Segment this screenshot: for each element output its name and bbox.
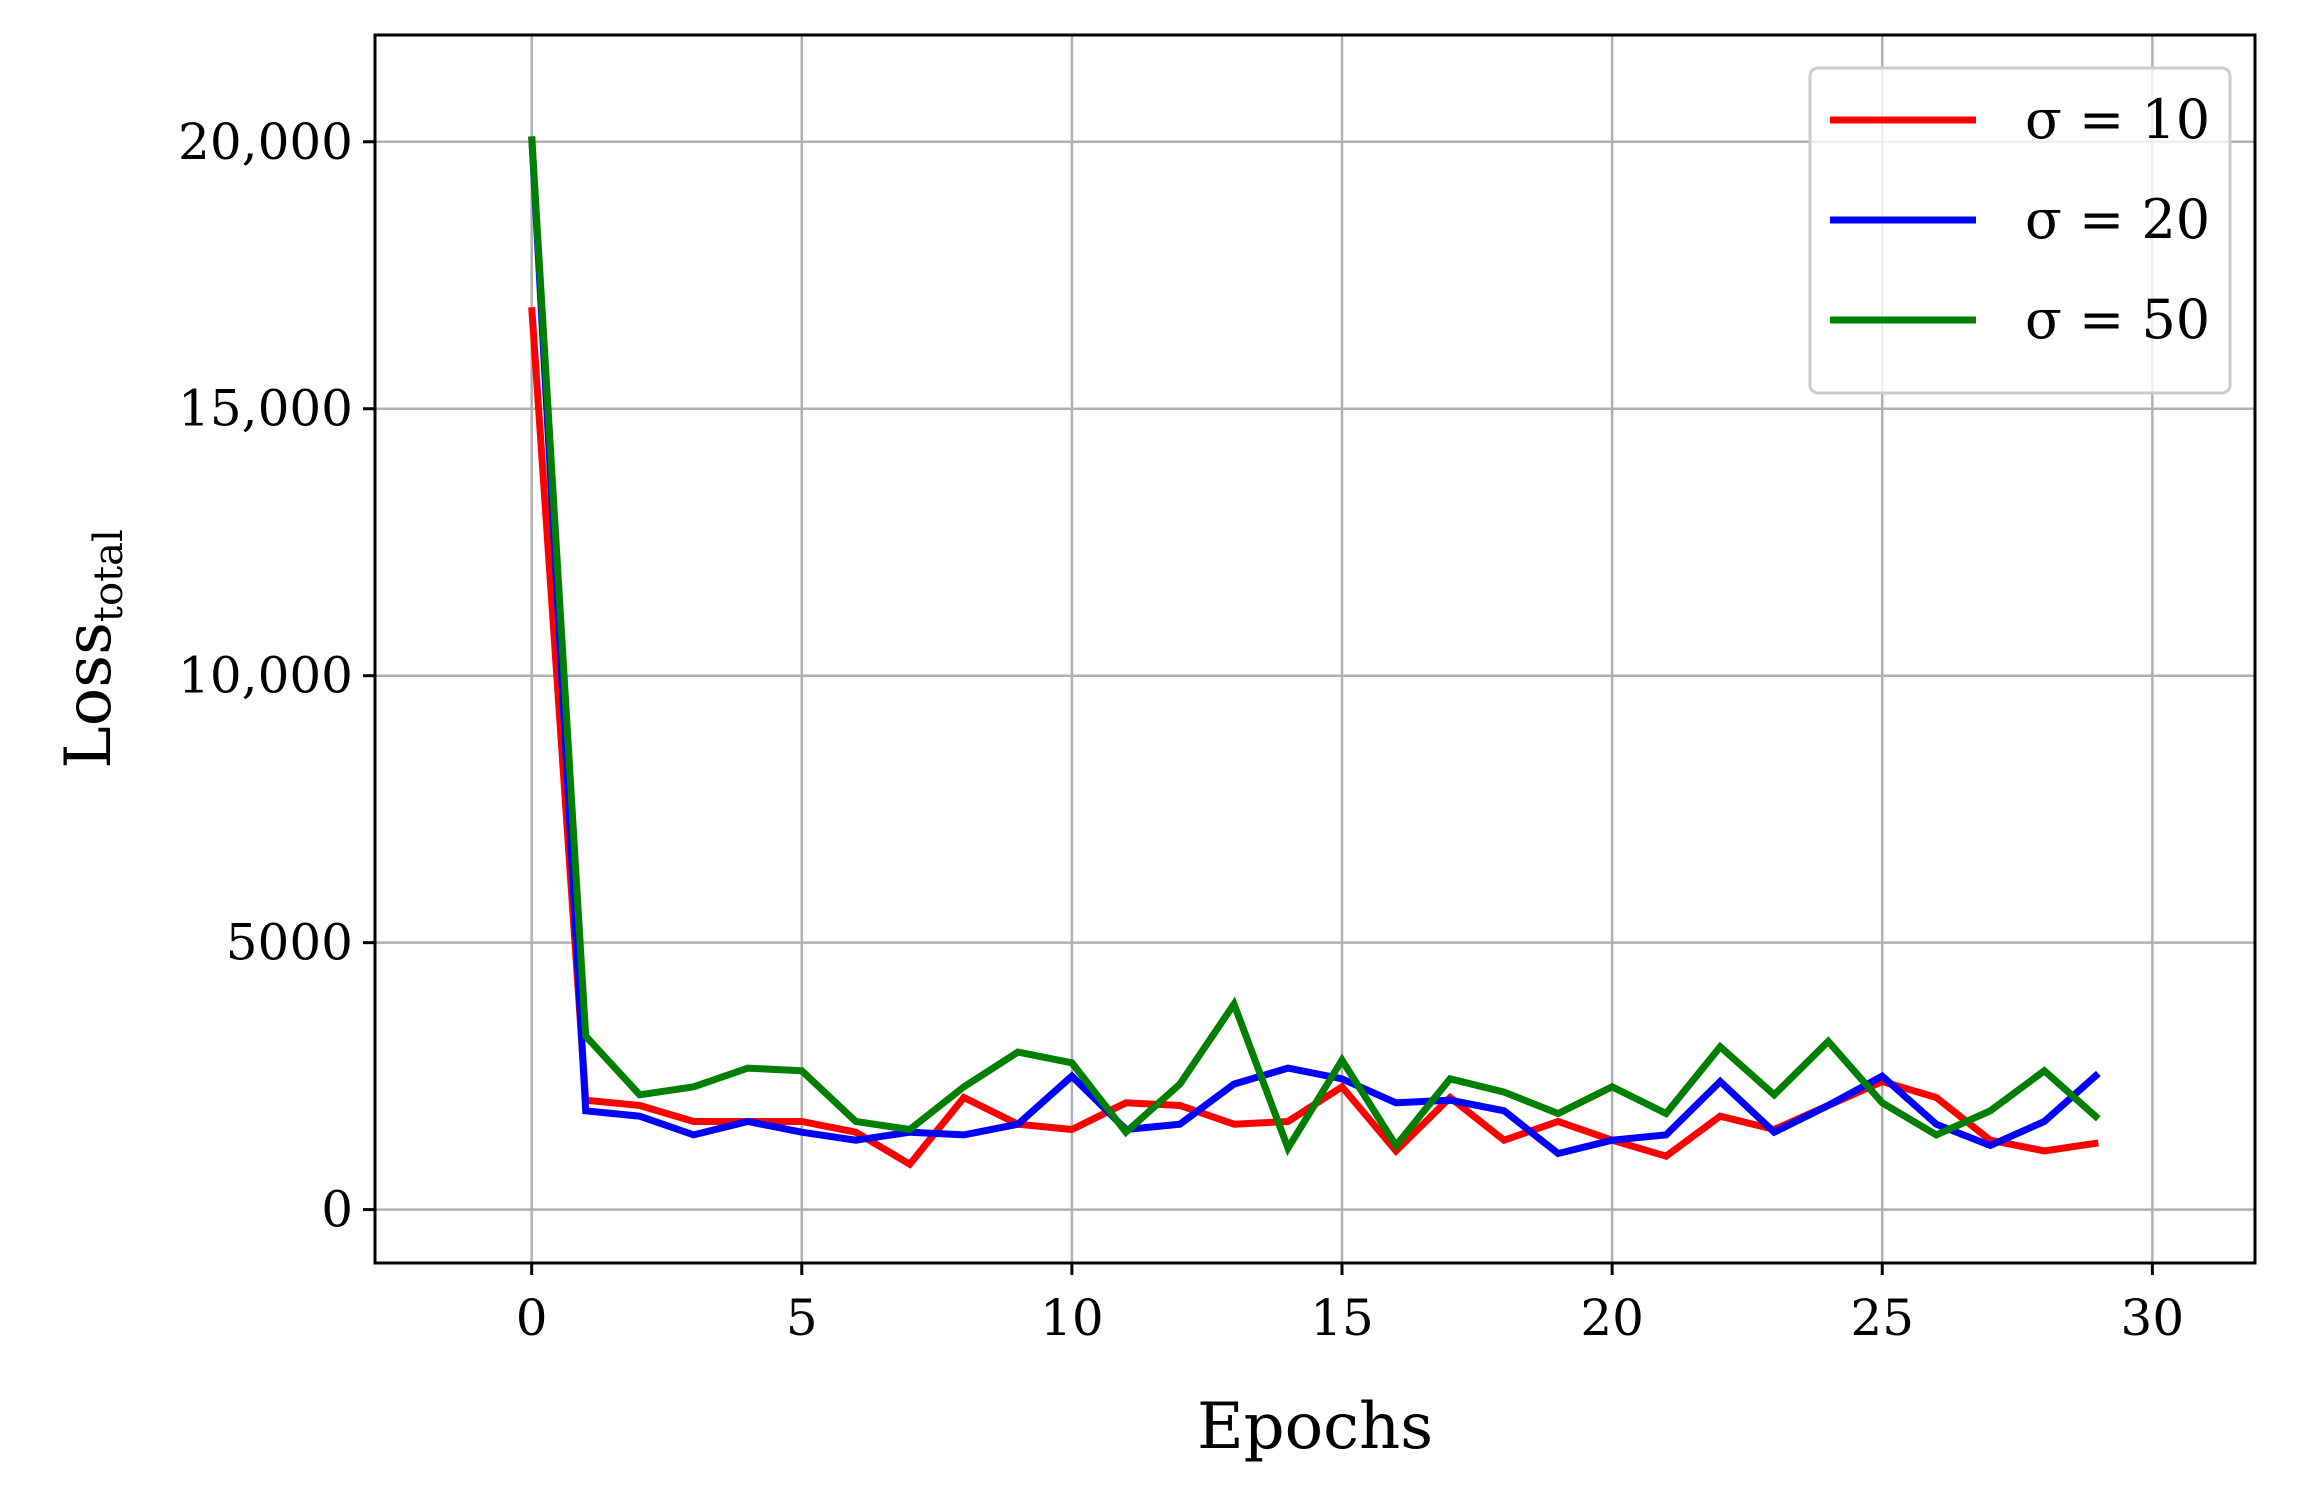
x-tick-label: 15: [1310, 1289, 1374, 1347]
y-tick-label: 0: [321, 1181, 353, 1239]
series-lines: [528, 136, 2101, 1169]
x-tick-label: 0: [516, 1289, 548, 1347]
legend-label: σ = 50: [2025, 288, 2210, 351]
x-tick-label: 30: [2121, 1289, 2185, 1347]
legend-box: [1808, 66, 2232, 395]
axis-ticks: [363, 140, 2154, 1275]
y-tick-label: 5000: [226, 914, 353, 972]
plot-frame: [373, 33, 2257, 1265]
y-axis-title-main: Loss: [52, 622, 126, 769]
legend-label: σ = 10: [2025, 88, 2210, 151]
series-line-2: [528, 136, 2101, 1158]
series-line-1: [528, 307, 2099, 1169]
y-tick-label: 15,000: [178, 380, 353, 438]
x-axis-title: Epochs: [1197, 1390, 1433, 1464]
y-tick-label: 10,000: [178, 647, 353, 705]
y-axis-title-subscript: total: [86, 529, 132, 622]
x-tick-label: 5: [786, 1289, 818, 1347]
series-line-3: [528, 136, 2101, 1157]
y-tick-label: 20,000: [178, 113, 353, 171]
x-tick-label: 10: [1040, 1289, 1104, 1347]
x-tick-labels: 0 5 10 15 20 25 30: [516, 1289, 2184, 1347]
x-tick-label: 25: [1850, 1289, 1914, 1347]
legend: σ = 10 σ = 20 σ = 50: [1808, 66, 2232, 395]
legend-label: σ = 20: [2025, 188, 2210, 251]
x-tick-label: 20: [1580, 1289, 1644, 1347]
y-tick-labels: 0 5000 10,000 15,000 20,000: [178, 113, 353, 1239]
y-axis-title: Losstotal: [52, 529, 132, 769]
